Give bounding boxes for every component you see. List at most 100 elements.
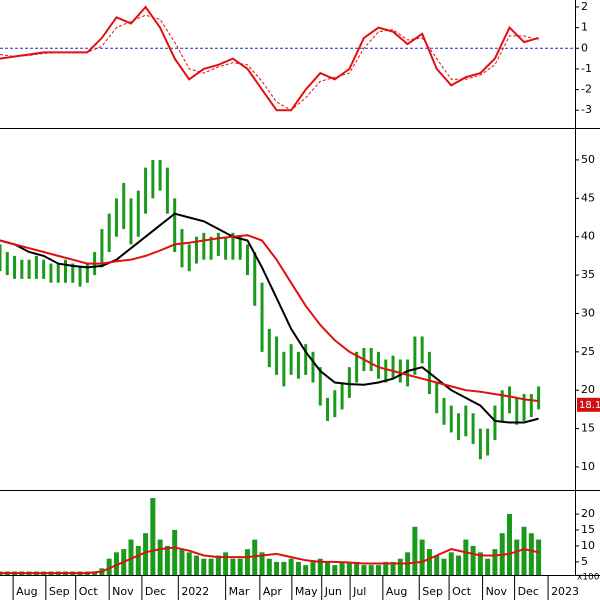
- volume-bar: [208, 558, 214, 575]
- volume-bar: [412, 526, 418, 575]
- volume-bar: [536, 539, 542, 575]
- volume-bar: [157, 539, 163, 575]
- y-tick-label: 50: [581, 153, 595, 166]
- volume-bar: [339, 561, 345, 575]
- volume-bar: [164, 545, 170, 575]
- volume-bar: [368, 565, 374, 575]
- y-tick-label: -2: [581, 83, 592, 96]
- volume-bar: [106, 558, 112, 575]
- last-price-label: 18.1: [579, 400, 600, 411]
- volume-bar: [426, 549, 432, 575]
- x-tick-label: Oct: [79, 585, 99, 598]
- volume-bar: [113, 552, 119, 575]
- y-tick-label: -1: [581, 62, 592, 75]
- volume-bar: [375, 565, 381, 575]
- x-tick-label: Dec: [145, 585, 166, 598]
- x-tick-label: Sep: [422, 585, 443, 598]
- unit-label: x1000: [577, 573, 600, 583]
- y-tick-label: -3: [581, 103, 592, 116]
- volume-bar: [288, 558, 294, 575]
- volume-bar: [485, 558, 491, 575]
- x-tick-label: Mar: [229, 585, 250, 598]
- volume-bar: [441, 558, 447, 575]
- x-tick-label: 2022: [181, 585, 209, 598]
- volume-bar: [506, 514, 512, 575]
- volume-bar: [274, 561, 280, 575]
- y-tick-label: 40: [581, 230, 595, 243]
- volume-bar: [448, 552, 454, 575]
- volume-bar: [470, 545, 476, 575]
- line-series: [0, 546, 539, 575]
- volume-bar: [230, 558, 236, 575]
- y-tick-label: 45: [581, 191, 595, 204]
- volume-bar: [179, 549, 185, 575]
- volume-bar: [514, 539, 520, 575]
- y-tick-label: 15: [581, 523, 595, 536]
- x-tick-label: 2023: [551, 585, 579, 598]
- volume-bar: [390, 561, 396, 575]
- line-series: [0, 14, 539, 111]
- y-tick-label: 2: [581, 0, 588, 13]
- volume-bar: [317, 558, 323, 575]
- volume-bar: [237, 558, 243, 575]
- volume-bar: [143, 533, 149, 575]
- volume-bar: [528, 533, 534, 575]
- volume-bar: [354, 561, 360, 575]
- x-tick-label: Nov: [486, 585, 508, 598]
- volume-bar: [477, 552, 483, 575]
- x-tick-label: Apr: [263, 585, 283, 598]
- x-tick-label: Aug: [386, 585, 407, 598]
- y-tick-label: 20: [581, 507, 595, 520]
- y-tick-label: 0: [581, 41, 588, 54]
- line-series: [0, 5, 539, 112]
- x-tick-label: Oct: [452, 585, 472, 598]
- y-tick-label: 10: [581, 460, 595, 473]
- line-series: [0, 212, 539, 424]
- y-tick-label: 25: [581, 345, 595, 358]
- volume-bar: [325, 561, 331, 575]
- volume-bar: [303, 565, 309, 575]
- x-tick-label: Aug: [16, 585, 37, 598]
- volume-bar: [397, 558, 403, 575]
- volume-bar: [223, 552, 229, 575]
- y-tick-label: 35: [581, 268, 595, 281]
- y-tick-label: 20: [581, 383, 595, 396]
- y-tick-label: 1: [581, 21, 588, 34]
- x-tick-label: May: [295, 585, 318, 598]
- volume-bar: [434, 555, 440, 575]
- x-tick-label: Dec: [518, 585, 539, 598]
- y-tick-label: 30: [581, 306, 595, 319]
- volume-bar: [194, 555, 200, 575]
- last-price-box: [577, 397, 600, 412]
- volume-bar: [456, 555, 462, 575]
- volume-bar: [201, 558, 207, 575]
- line-series: [0, 234, 539, 402]
- volume-bar: [150, 498, 156, 575]
- volume-bar: [128, 539, 134, 575]
- volume-bar: [492, 549, 498, 575]
- y-tick-label: 10: [581, 539, 595, 552]
- volume-bar: [383, 561, 389, 575]
- volume-bar: [266, 558, 272, 575]
- x-tick-label: Jul: [352, 585, 366, 598]
- volume-bar: [186, 552, 192, 575]
- volume-bar: [172, 529, 178, 575]
- x-tick-label: Jun: [324, 585, 342, 598]
- volume-bar: [295, 561, 301, 575]
- y-tick-label: 15: [581, 422, 595, 435]
- volume-bar: [332, 565, 338, 575]
- volume-bar: [215, 555, 221, 575]
- volume-bar: [310, 561, 316, 575]
- y-tick-label: 5: [581, 555, 588, 568]
- volume-bar: [281, 561, 287, 575]
- x-tick-label: Sep: [49, 585, 70, 598]
- volume-bar: [463, 539, 469, 575]
- volume-bar: [135, 545, 141, 575]
- volume-bar: [521, 526, 527, 575]
- x-tick-label: Nov: [112, 585, 134, 598]
- volume-bar: [259, 552, 265, 575]
- volume-bar: [244, 549, 250, 575]
- volume-bar: [419, 539, 425, 575]
- volume-bar: [346, 561, 352, 575]
